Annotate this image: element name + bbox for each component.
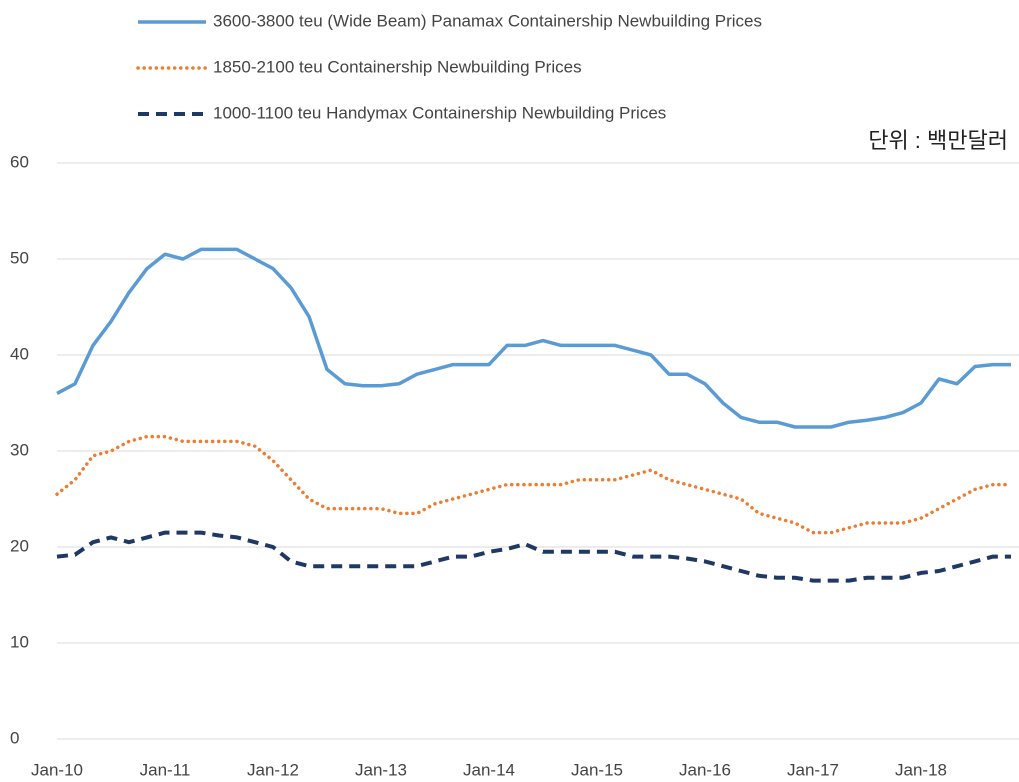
legend-label: 3600-3800 teu (Wide Beam) Panamax Contai… xyxy=(213,11,762,30)
x-tick-label: Jan-13 xyxy=(355,760,407,779)
y-tick-label: 40 xyxy=(10,344,29,363)
y-tick-label: 30 xyxy=(10,440,29,459)
x-tick-label: Jan-17 xyxy=(787,760,839,779)
x-tick-label: Jan-16 xyxy=(679,760,731,779)
series-line xyxy=(56,247,1011,429)
series-line xyxy=(56,530,1011,583)
x-tick-label: Jan-15 xyxy=(571,760,623,779)
unit-annotation: 단위 : 백만달러 xyxy=(868,128,1008,153)
y-tick-label: 20 xyxy=(10,536,29,555)
legend-label: 1000-1100 teu Handymax Containership New… xyxy=(213,103,666,122)
y-tick-label: 0 xyxy=(10,728,19,747)
x-tick-label: Jan-12 xyxy=(247,760,299,779)
x-tick-label: Jan-11 xyxy=(140,760,191,779)
y-tick-label: 10 xyxy=(10,632,29,651)
legend-label: 1850-2100 teu Containership Newbuilding … xyxy=(213,57,582,76)
y-tick-label: 60 xyxy=(10,152,29,171)
x-tick-label: Jan-10 xyxy=(31,760,83,779)
y-tick-label: 50 xyxy=(10,248,29,267)
x-tick-label: Jan-18 xyxy=(895,760,947,779)
x-tick-label: Jan-14 xyxy=(463,760,515,779)
